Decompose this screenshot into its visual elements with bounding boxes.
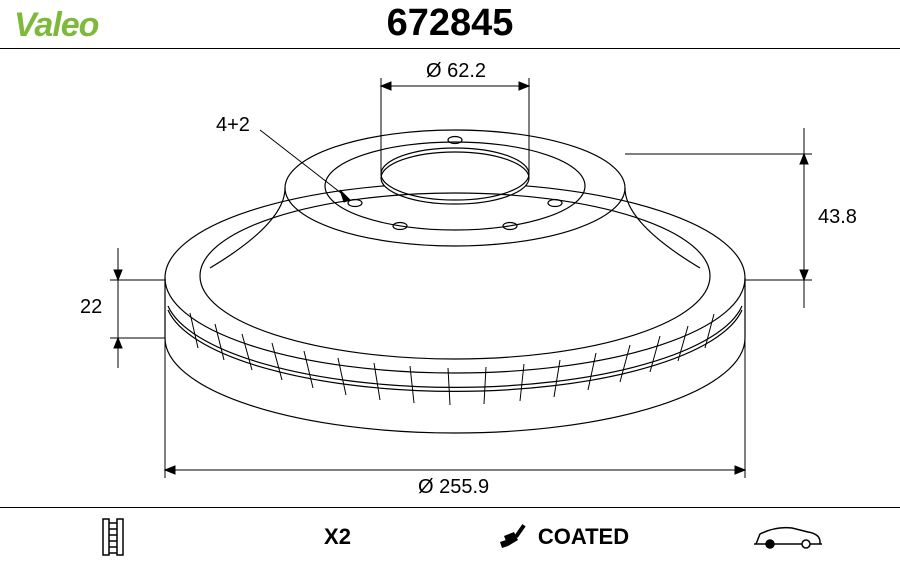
dim-bore-dia: Ø 62.2	[426, 60, 486, 83]
footer-disc-type	[0, 517, 225, 557]
vented-disc-icon	[99, 517, 127, 557]
car-icon	[752, 522, 824, 552]
dim-thickness: 22	[80, 296, 102, 319]
brush-icon	[496, 522, 530, 552]
dim-holes: 4+2	[216, 114, 250, 137]
footer-bar: X2 COATED	[0, 507, 900, 566]
footer-coating: COATED	[450, 522, 675, 552]
dim-outer-dia: Ø 255.9	[418, 476, 489, 499]
technical-drawing: Ø 62.2 4+2 22 43.8 Ø 255.9	[0, 48, 900, 507]
footer-vehicle	[675, 522, 900, 552]
part-number: 672845	[0, 2, 900, 45]
coating-label: COATED	[538, 524, 629, 550]
footer-qty: X2	[225, 524, 450, 550]
qty-label: X2	[324, 524, 351, 550]
dim-height: 43.8	[818, 206, 857, 229]
